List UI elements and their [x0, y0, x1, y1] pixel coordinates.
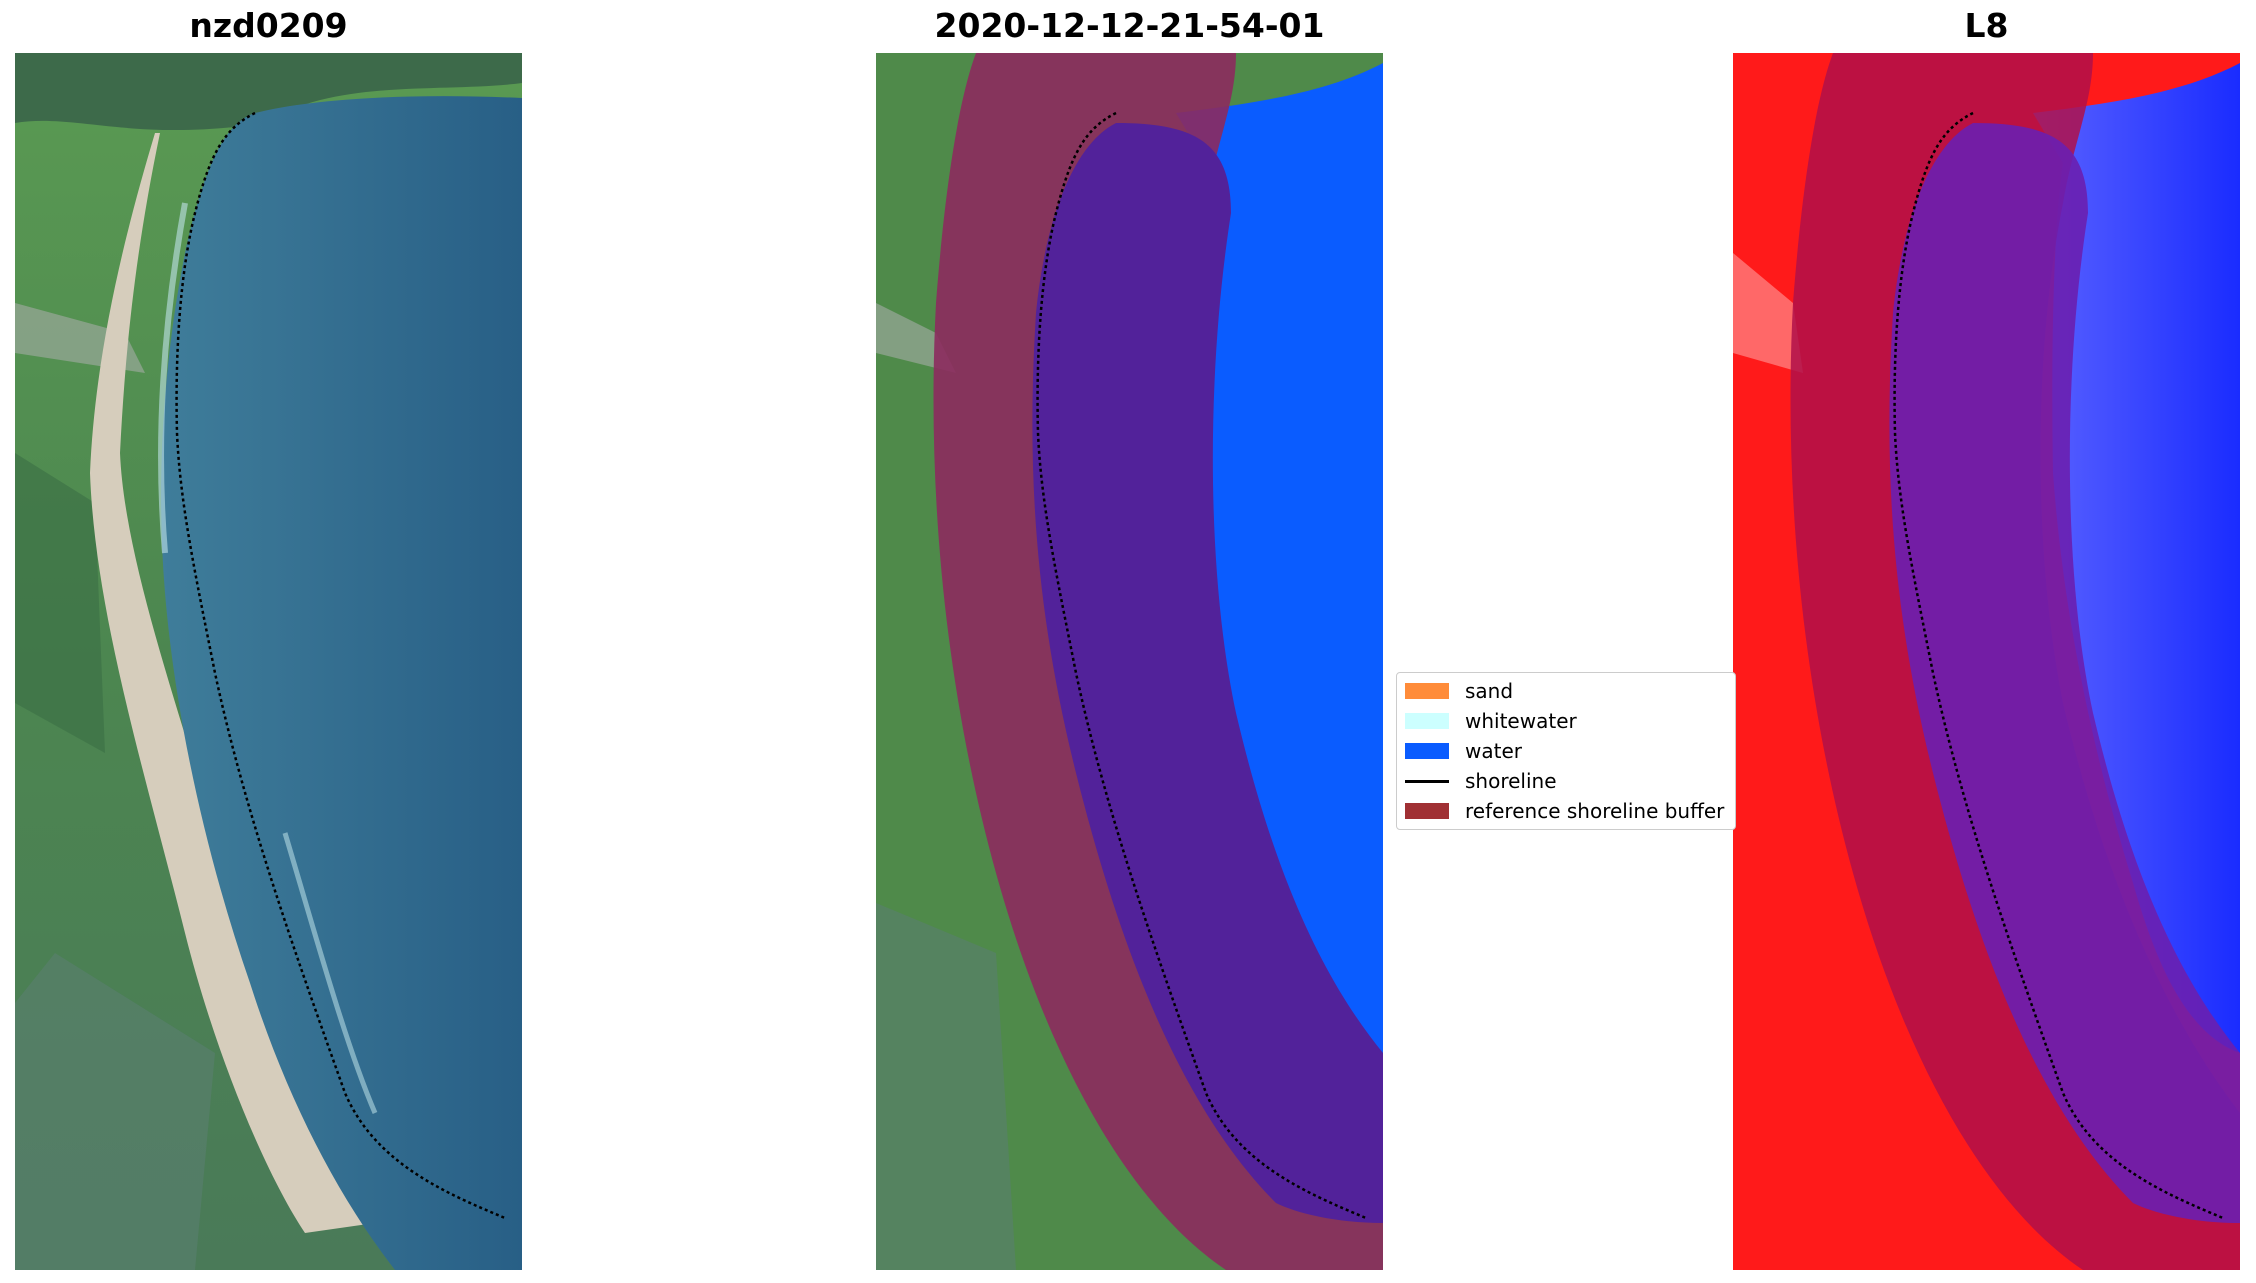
legend-item-shoreline: shoreline: [1405, 769, 1557, 793]
legend-item-whitewater: whitewater: [1405, 709, 1577, 733]
legend-label-shoreline: shoreline: [1465, 769, 1557, 793]
legend-swatch-whitewater: [1405, 713, 1449, 729]
panel-title-classified: 2020-12-12-21-54-01: [934, 6, 1325, 45]
rgb-satellite-image: [15, 53, 522, 1270]
classified-image-panel: [876, 53, 1383, 1270]
index-map: [1733, 53, 2240, 1270]
legend-label-sand: sand: [1465, 679, 1514, 703]
legend-label-buffer: reference shoreline buffer: [1465, 799, 1725, 823]
legend-swatch-water: [1405, 743, 1449, 759]
legend-label-whitewater: whitewater: [1465, 709, 1577, 733]
panel-title-index: L8: [1964, 6, 2009, 45]
legend-swatch-buffer: [1405, 803, 1449, 819]
legend-item-water: water: [1405, 739, 1522, 763]
legend-item-buffer: reference shoreline buffer: [1405, 799, 1724, 823]
rgb-image-panel: [15, 53, 522, 1270]
panel-title-rgb: nzd0209: [189, 6, 348, 45]
classified-map: [876, 53, 1383, 1270]
index-image-panel: [1733, 53, 2240, 1270]
legend: sand whitewater water shoreline referenc…: [1396, 672, 1736, 830]
legend-label-water: water: [1465, 739, 1522, 763]
legend-line-shoreline: [1405, 779, 1449, 783]
legend-item-sand: sand: [1405, 679, 1513, 703]
legend-swatch-sand: [1405, 683, 1449, 699]
